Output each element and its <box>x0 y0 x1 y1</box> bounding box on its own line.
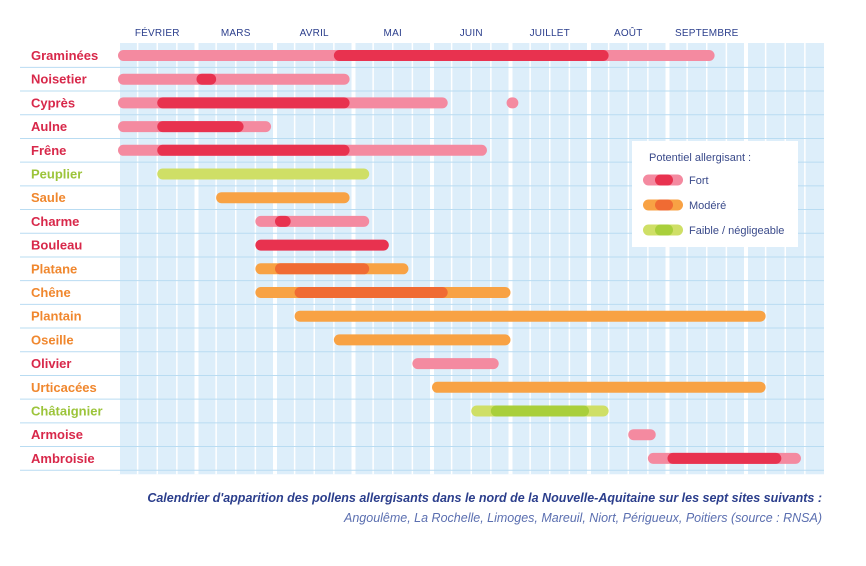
pollen-bar <box>255 239 389 251</box>
plant-label: Plantain <box>31 309 82 324</box>
plant-label: Peuplier <box>31 167 82 182</box>
month-axis: FÉVRIER MARS AVRIL MAI JUIN JUILLET AOÛT SEPTEM… <box>135 26 739 39</box>
legend-title: Potentiel allergisant : <box>649 152 751 164</box>
legend-swatch-intense <box>655 199 673 211</box>
month-label: AOÛT <box>614 26 643 39</box>
legend-swatch-intense <box>655 174 673 186</box>
plant-label: Oseille <box>31 332 74 347</box>
chart-caption: Calendrier d'apparition des pollens alle… <box>122 488 822 528</box>
pollen-bar <box>333 50 609 61</box>
plant-label: Noisetier <box>31 72 87 87</box>
month-label: JUIN <box>460 28 483 39</box>
legend-swatch-intense <box>655 224 673 236</box>
pollen-bar <box>157 121 244 133</box>
plant-label: Châtaignier <box>31 404 103 419</box>
plant-labels: Graminées Noisetier Cyprès Aulne Frêne Peupli… <box>31 48 103 466</box>
pollen-timeline-chart: FÉVRIER MARS AVRIL MAI JUIN JUILLET AOÛT SEPTEM… <box>20 26 824 475</box>
plant-label: Charme <box>31 214 79 229</box>
pollen-bar <box>255 215 370 227</box>
pollen-bar <box>216 192 350 204</box>
legend: Potentiel allergisant : Fort Modéré Faible … <box>632 141 798 247</box>
pollen-bar <box>412 358 499 370</box>
pollen-bar <box>275 215 291 227</box>
pollen-bar <box>294 310 766 322</box>
plant-label: Ambroisie <box>31 451 95 466</box>
legend-entry: Modéré <box>689 200 726 212</box>
plant-label: Armoise <box>31 427 83 442</box>
month-label: SEPTEMBRE <box>675 28 739 39</box>
plant-label: Olivier <box>31 356 71 371</box>
month-label: MAI <box>384 28 402 39</box>
plant-label: Graminées <box>31 48 98 63</box>
legend-entry: Faible / négligeable <box>689 225 784 237</box>
plant-label: Platane <box>31 261 77 276</box>
pollen-bars <box>118 50 801 464</box>
month-label: FÉVRIER <box>135 26 180 39</box>
pollen-bar <box>118 73 350 85</box>
plant-label: Cyprès <box>31 95 75 110</box>
pollen-bar <box>333 334 511 346</box>
pollen-bar <box>432 381 766 393</box>
pollen-bar <box>196 73 217 85</box>
plant-label: Saule <box>31 190 66 205</box>
plant-label: Urticacées <box>31 380 97 395</box>
plant-label: Bouleau <box>31 238 82 253</box>
month-label: JUILLET <box>530 28 570 39</box>
grid <box>20 43 824 475</box>
caption-line-1: Calendrier d'apparition des pollens alle… <box>147 491 822 505</box>
month-label: AVRIL <box>300 28 329 39</box>
pollen-bar <box>294 287 448 298</box>
pollen-bar <box>157 144 350 156</box>
month-label: MARS <box>221 28 251 39</box>
pollen-bar <box>275 263 370 275</box>
pollen-bar <box>506 97 519 109</box>
plant-label: Aulne <box>31 119 67 134</box>
plant-label: Chêne <box>31 285 71 300</box>
pollen-bar <box>157 97 350 109</box>
caption-line-2: Angoulême, La Rochelle, Limoges, Mareuil… <box>344 511 822 525</box>
pollen-bar <box>628 429 656 441</box>
pollen-bar <box>667 452 782 464</box>
pollen-bar <box>157 168 370 180</box>
pollen-bar <box>490 405 589 417</box>
legend-entry: Fort <box>689 175 709 187</box>
plant-label: Frêne <box>31 143 66 158</box>
